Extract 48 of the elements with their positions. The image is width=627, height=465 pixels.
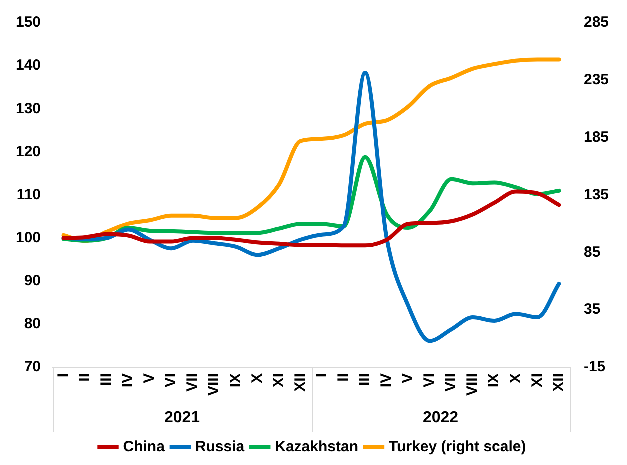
line-series (62, 70, 562, 344)
y2-tick-label: -15 (584, 358, 606, 376)
x-tick-label: V (400, 373, 417, 384)
x-tick-label: III (356, 373, 374, 386)
x-tick-label: XI (270, 373, 288, 388)
x-tick-label: VII (442, 373, 460, 392)
y-tick-label: 100 (16, 229, 42, 246)
x-tick-label: IV (120, 373, 137, 388)
y-tick-label: 70 (24, 358, 42, 376)
y2-tick-label: 35 (584, 301, 601, 318)
x-tick-label: VI (162, 373, 180, 388)
x-tick-label: X (507, 373, 524, 384)
legend-label: Kazakhstan (275, 438, 358, 456)
legend-label: Turkey (right scale) (388, 438, 526, 456)
text: 2021 (164, 409, 200, 426)
y-tick-label: 130 (16, 100, 42, 118)
x-tick-label: IV (378, 373, 396, 388)
x-tick-label: III (98, 373, 116, 386)
y-tick-label: 80 (24, 316, 42, 333)
x-tick-label: VI (421, 373, 438, 388)
x-tick-label: X (248, 373, 266, 384)
y2-tick-label: 235 (584, 72, 610, 89)
x-tick-label: VII (184, 373, 202, 392)
x-tick-label: VIII (464, 373, 482, 396)
x-tick-label: XI (528, 373, 546, 388)
y2-tick-label: 135 (584, 186, 610, 204)
x-tick-label: XII (292, 373, 309, 392)
y-tick-label: 120 (16, 143, 42, 160)
x-tick-label: IX (227, 373, 244, 388)
legend-label: Russia (195, 438, 246, 456)
y-tick-label: 90 (24, 272, 42, 290)
x-tick-label: I (54, 373, 72, 378)
x-tick-label: XII (550, 373, 568, 392)
x-tick-label: II (334, 373, 352, 382)
x-tick-label: VIII (206, 373, 223, 396)
y2-tick-label: 85 (584, 244, 601, 261)
x-tick-label: IX (486, 373, 503, 388)
y2-tick-label: 185 (584, 128, 610, 146)
x-tick-label: I (313, 373, 330, 378)
x-tick-label: II (76, 373, 94, 382)
y-tick-label: 110 (16, 186, 42, 204)
legend-label: China (123, 438, 166, 456)
line-series (62, 190, 562, 248)
y-tick-label: 150 (16, 14, 42, 32)
y-tick-label: 140 (16, 57, 42, 74)
y2-tick-label: 285 (584, 14, 610, 32)
x-tick-label: V (141, 373, 158, 384)
text: 2022 (422, 409, 459, 426)
